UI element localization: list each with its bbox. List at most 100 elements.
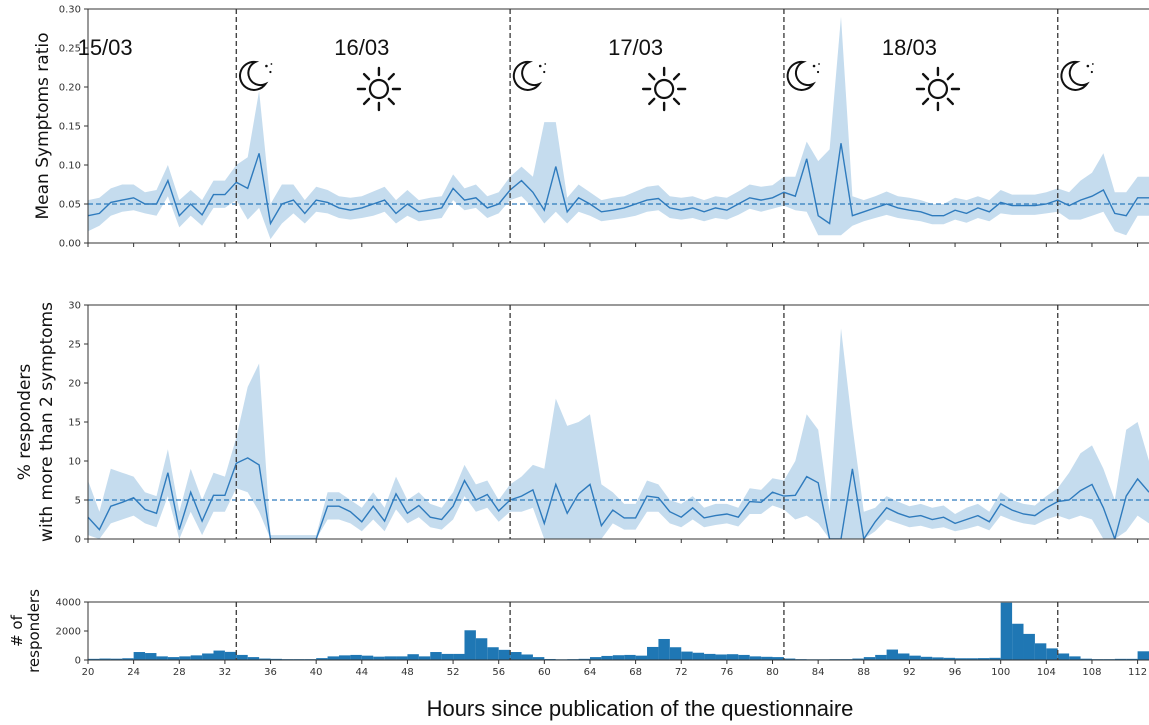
x-tick-label: 96 bbox=[949, 667, 962, 678]
moon-icon bbox=[1060, 60, 1094, 91]
sun-icon bbox=[641, 66, 687, 112]
bar bbox=[441, 653, 454, 660]
x-tick-label: 112 bbox=[1128, 667, 1147, 678]
bar bbox=[361, 655, 374, 660]
y-tick-label: 0 bbox=[75, 656, 81, 667]
bar bbox=[1034, 643, 1047, 660]
bar bbox=[772, 657, 784, 660]
bar bbox=[236, 654, 248, 660]
bar bbox=[761, 656, 773, 660]
y-tick-label: 15 bbox=[68, 418, 81, 429]
sun-ray bbox=[946, 97, 954, 106]
bar bbox=[430, 652, 442, 660]
bar bbox=[202, 653, 214, 660]
bar bbox=[259, 658, 271, 660]
bar bbox=[635, 655, 648, 660]
bar bbox=[749, 656, 762, 660]
x-tick-label: 104 bbox=[1037, 667, 1056, 678]
star-dot bbox=[816, 70, 820, 74]
sun-ray bbox=[648, 97, 656, 106]
bar bbox=[532, 657, 545, 660]
panels-layer: 0.00 0.05 0.10 0.15 0.20 0.25 0.30 Mean Symptom… bbox=[8, 5, 1149, 678]
x-axis-label: Hours since publication of the questionn… bbox=[427, 696, 854, 721]
sun-ray bbox=[921, 72, 930, 81]
bar bbox=[544, 658, 556, 660]
x-tick-label: 44 bbox=[355, 667, 368, 678]
moon-crescent bbox=[512, 60, 543, 91]
star-dot bbox=[543, 70, 546, 74]
y-tick-label: 4000 bbox=[56, 598, 81, 609]
bar bbox=[190, 655, 203, 660]
confidence-band bbox=[88, 16, 1149, 240]
panel-mean-symptoms: 0.00 0.05 0.10 0.15 0.20 0.25 0.30 Mean Symptom… bbox=[33, 5, 1149, 250]
bar bbox=[989, 657, 1001, 660]
moon-crescent bbox=[786, 60, 816, 91]
bar bbox=[578, 658, 590, 660]
bar bbox=[658, 638, 670, 660]
bar bbox=[589, 657, 602, 660]
bar bbox=[909, 655, 921, 660]
sun-ray bbox=[672, 97, 681, 106]
bar bbox=[270, 658, 282, 660]
star-dot bbox=[818, 63, 820, 65]
y-axis-label: # of bbox=[8, 614, 26, 647]
x-tick-label: 68 bbox=[629, 667, 642, 678]
bar bbox=[1012, 623, 1024, 660]
y-tick-label: 0.25 bbox=[59, 44, 81, 55]
y-tick-label: 25 bbox=[68, 340, 81, 351]
x-tick-label: 40 bbox=[310, 667, 323, 678]
moon-icon bbox=[239, 60, 273, 91]
bar bbox=[338, 655, 351, 660]
bar bbox=[110, 658, 123, 660]
star-dot bbox=[544, 63, 547, 65]
star-dot bbox=[812, 64, 816, 68]
bar bbox=[624, 654, 636, 660]
star-dot bbox=[265, 64, 268, 68]
bar bbox=[122, 658, 134, 660]
series-line bbox=[88, 143, 1149, 226]
bar bbox=[1126, 658, 1138, 660]
x-tick-label: 32 bbox=[219, 667, 232, 678]
star-dot bbox=[538, 64, 542, 68]
bar bbox=[715, 654, 727, 660]
bar bbox=[179, 656, 191, 660]
date-label: 15/03 bbox=[78, 35, 133, 60]
star-dot bbox=[1091, 63, 1094, 65]
x-tick-label: 48 bbox=[401, 667, 414, 678]
x-tick-label: 36 bbox=[264, 667, 277, 678]
bar bbox=[167, 657, 180, 660]
panel-plot-area bbox=[88, 328, 1149, 539]
panel-percent-more-than-2: 0 5 10 15 20 25 30 % responders with more than 2… bbox=[15, 301, 1149, 546]
bar bbox=[498, 649, 511, 660]
bar bbox=[1069, 656, 1081, 660]
x-tick-label: 52 bbox=[447, 667, 460, 678]
bar bbox=[943, 657, 956, 660]
bar bbox=[955, 658, 967, 660]
y-tick-label: 0.10 bbox=[59, 161, 81, 172]
star-dot bbox=[270, 63, 273, 65]
bar bbox=[647, 646, 659, 660]
x-tick-label: 56 bbox=[492, 667, 505, 678]
bar bbox=[145, 653, 157, 660]
x-tick-label: 64 bbox=[584, 667, 597, 678]
bar bbox=[510, 652, 522, 660]
x-tick-label: 92 bbox=[903, 667, 916, 678]
star-dot bbox=[269, 70, 272, 74]
bar bbox=[396, 656, 408, 660]
bar bbox=[852, 658, 864, 660]
bar bbox=[316, 658, 328, 660]
bar bbox=[726, 654, 739, 660]
bar bbox=[920, 656, 933, 660]
bar bbox=[612, 655, 625, 660]
x-tick-label: 100 bbox=[991, 667, 1010, 678]
bar bbox=[704, 653, 716, 660]
panel-plot-area bbox=[88, 16, 1149, 240]
bar bbox=[875, 654, 887, 660]
sun-ray bbox=[387, 72, 395, 81]
sun-ray bbox=[648, 72, 656, 81]
sun-icon bbox=[915, 66, 961, 112]
y-tick-label: 30 bbox=[68, 301, 81, 312]
bar bbox=[1046, 648, 1058, 660]
star-dot bbox=[1090, 70, 1093, 74]
